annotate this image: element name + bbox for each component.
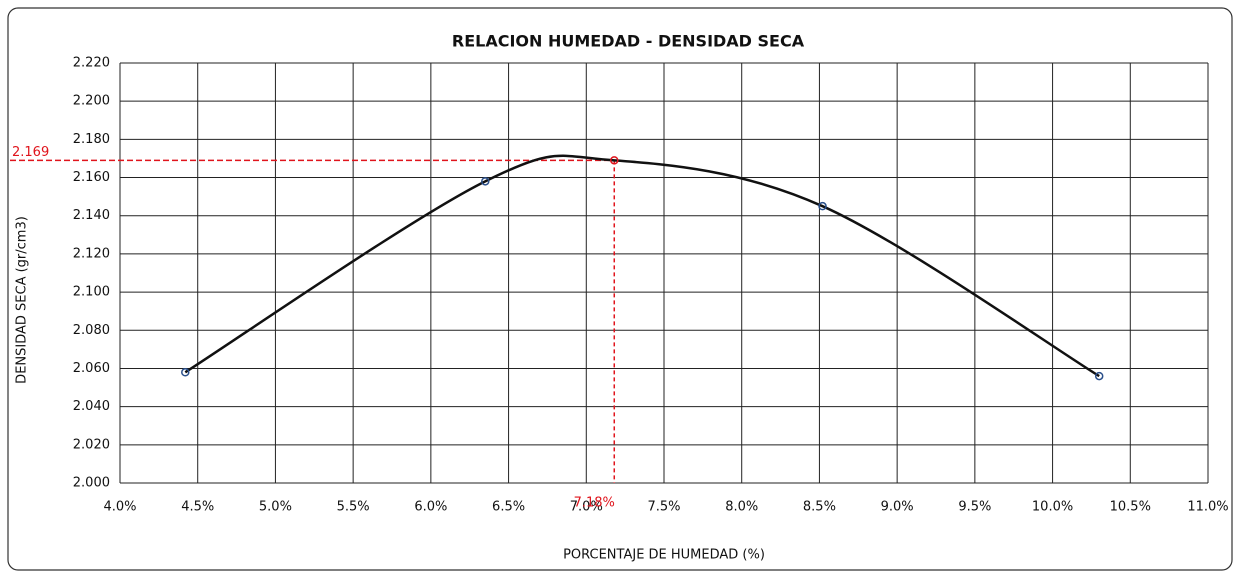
x-tick-label: 7.5% <box>647 500 680 515</box>
y-tick-label: 2.020 <box>73 437 110 452</box>
x-tick-label: 10.0% <box>1032 500 1073 515</box>
y-tick-label: 2.000 <box>73 476 110 491</box>
x-tick-label: 5.5% <box>337 500 370 515</box>
x-tick-label: 11.0% <box>1187 500 1228 515</box>
y-tick-label: 2.080 <box>73 323 110 338</box>
y-tick-label: 2.160 <box>73 170 110 185</box>
y-tick-label: 2.200 <box>73 94 110 109</box>
y-tick-label: 2.060 <box>73 361 110 376</box>
point <box>481 177 490 186</box>
max-x-label: 7.18% <box>574 496 615 511</box>
x-tick-label: 8.0% <box>725 500 758 515</box>
point <box>1094 371 1104 381</box>
x-tick-label: 6.5% <box>492 500 525 515</box>
x-tick-label: 5.0% <box>259 500 292 515</box>
x-tick-label: 9.0% <box>881 500 914 515</box>
y-tick-label: 2.180 <box>73 132 110 147</box>
y-tick-label: 2.120 <box>73 246 110 261</box>
chart-title: RELACION HUMEDAD - DENSIDAD SECA <box>452 32 805 51</box>
max-point <box>610 156 619 165</box>
y-tick-label: 2.100 <box>73 285 110 300</box>
point <box>818 201 827 211</box>
point <box>181 368 190 377</box>
y-tick-label: 2.040 <box>73 399 110 414</box>
x-tick-label: 6.0% <box>414 500 447 515</box>
fit-curve <box>184 154 1100 378</box>
x-tick-label: 8.5% <box>803 500 836 515</box>
frame <box>7 7 1233 571</box>
x-tick-label: 9.5% <box>958 500 991 515</box>
x-tick-label: 4.0% <box>103 500 136 515</box>
y-axis-label: DENSIDAD SECA (gr/cm3) <box>15 216 30 384</box>
y-tick-label: 2.140 <box>73 208 110 223</box>
x-tick-label: 7.0% <box>570 500 603 515</box>
max-y-label: 2.169 <box>12 145 49 160</box>
x-tick-label: 10.5% <box>1110 500 1151 515</box>
x-axis-label: PORCENTAJE DE HUMEDAD (%) <box>563 548 765 563</box>
y-tick-label: 2.220 <box>73 56 110 71</box>
x-tick-label: 4.5% <box>181 500 214 515</box>
